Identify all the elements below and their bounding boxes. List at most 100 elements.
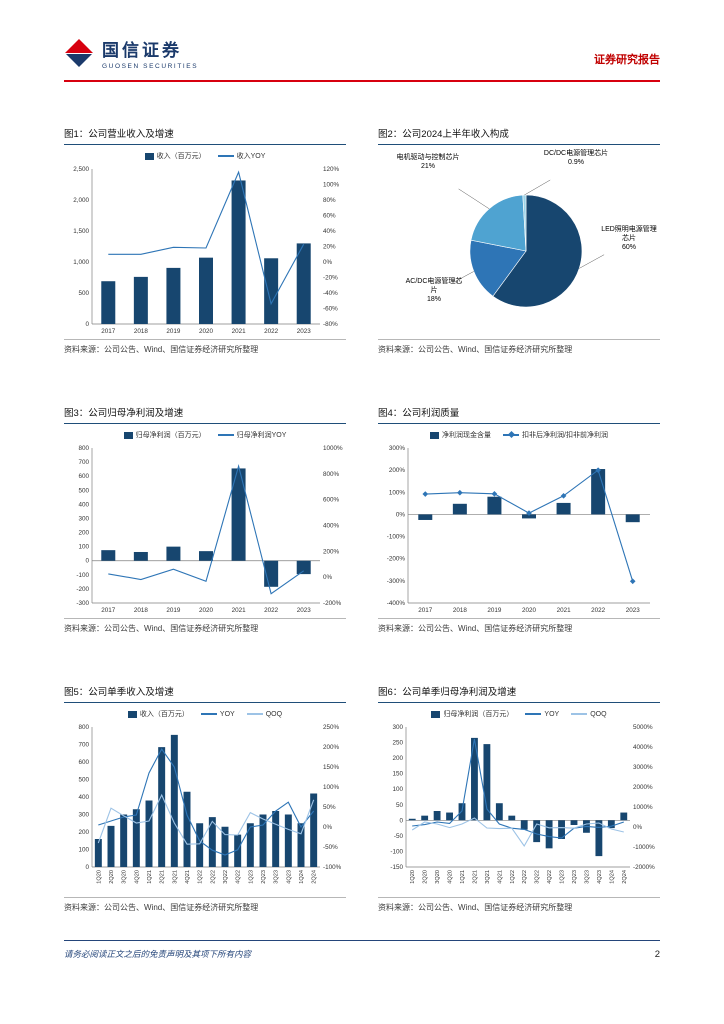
svg-text:500: 500 <box>78 290 89 297</box>
svg-text:1Q22: 1Q22 <box>198 870 204 884</box>
svg-text:1,500: 1,500 <box>73 228 89 235</box>
svg-text:0: 0 <box>85 558 89 565</box>
svg-text:400: 400 <box>78 501 89 508</box>
legend-label: YOY <box>544 710 560 718</box>
svg-text:150%: 150% <box>323 764 340 771</box>
svg-text:2Q23: 2Q23 <box>572 870 578 884</box>
net-profit-growth-chart: 归母净利润（百万元） 归母净利润YOY -300 -200 -100 0 100 200 300… <box>64 428 346 616</box>
figure-source: 资料来源：公司公告、Wind、国信证券经济研究所整理 <box>64 618 346 634</box>
svg-text:3Q20: 3Q20 <box>122 870 128 884</box>
profit-quality-chart: 净利润现金含量 扣非后净利润/扣非前净利润 -400% -300% -200% -100%… <box>378 428 660 616</box>
svg-text:3Q22: 3Q22 <box>535 870 541 884</box>
svg-text:0%: 0% <box>323 824 333 831</box>
svg-text:700: 700 <box>78 459 89 466</box>
svg-text:0%: 0% <box>323 259 333 266</box>
legend-item: 收入（百万元） <box>127 709 189 719</box>
svg-text:-300: -300 <box>76 600 89 607</box>
svg-text:40%: 40% <box>323 228 336 235</box>
svg-text:2,500: 2,500 <box>73 166 89 173</box>
svg-text:2020: 2020 <box>522 607 537 614</box>
brand-name-en: GUOSEN SECURITIES <box>102 63 199 70</box>
svg-text:3Q20: 3Q20 <box>435 870 441 884</box>
svg-text:4Q20: 4Q20 <box>448 870 454 884</box>
svg-text:120%: 120% <box>323 166 340 173</box>
bar-swatch-icon <box>123 431 133 439</box>
svg-text:-40%: -40% <box>323 290 338 297</box>
svg-text:-100: -100 <box>390 848 403 855</box>
svg-text:2022: 2022 <box>264 328 279 335</box>
figure-source: 资料来源：公司公告、Wind、国信证券经济研究所整理 <box>64 897 346 913</box>
svg-text:1Q24: 1Q24 <box>609 870 615 884</box>
svg-text:2022: 2022 <box>264 607 279 614</box>
svg-text:600%: 600% <box>323 497 340 504</box>
chart-canvas <box>453 179 605 308</box>
svg-text:2019: 2019 <box>166 328 181 335</box>
leader-line <box>524 179 551 196</box>
legend-item: 净利润现金含量 <box>430 430 491 440</box>
chart-canvas: -150 -100 -50 0 50 100 150 200 250 300 -2000% -1000… <box>390 724 655 884</box>
svg-text:2018: 2018 <box>134 328 149 335</box>
svg-text:2Q24: 2Q24 <box>312 870 318 884</box>
footer-row: 请务必阅读正文之后的免责声明及其项下所有内容 2 <box>64 948 660 960</box>
svg-text:2000%: 2000% <box>633 784 653 791</box>
svg-text:-50: -50 <box>394 833 404 840</box>
svg-text:2017: 2017 <box>418 607 433 614</box>
svg-text:2020: 2020 <box>199 328 214 335</box>
svg-text:2,000: 2,000 <box>73 197 89 204</box>
chart-legend: 归母净利润（百万元） 归母净利润YOY <box>64 428 346 442</box>
svg-text:-60%: -60% <box>323 306 338 313</box>
svg-text:1Q21: 1Q21 <box>460 870 466 884</box>
line-swatch-icon <box>246 713 263 715</box>
svg-text:2021: 2021 <box>557 607 572 614</box>
svg-text:2Q23: 2Q23 <box>261 870 267 884</box>
svg-text:1Q23: 1Q23 <box>560 870 566 884</box>
svg-text:3Q23: 3Q23 <box>274 870 280 884</box>
line-swatch-icon <box>200 713 217 715</box>
svg-text:-50%: -50% <box>323 844 338 851</box>
legend-label: 收入（百万元） <box>156 153 206 160</box>
pie-slice <box>469 239 527 297</box>
bar-swatch-icon <box>144 152 154 160</box>
svg-text:2Q21: 2Q21 <box>472 870 478 884</box>
legend-item: QOQ <box>571 711 607 718</box>
line-swatch-icon <box>217 434 234 436</box>
svg-text:1Q23: 1Q23 <box>248 870 254 884</box>
figure-title: 图2：公司2024上半年收入构成 <box>378 126 660 145</box>
svg-text:-150: -150 <box>390 864 403 871</box>
svg-text:2017: 2017 <box>101 328 116 335</box>
svg-text:500: 500 <box>78 777 89 784</box>
svg-text:2023: 2023 <box>297 607 312 614</box>
legend-label: YOY <box>219 710 235 718</box>
line-swatch-icon <box>525 713 542 715</box>
legend-item: 归母净利润（百万元） <box>431 709 513 719</box>
svg-text:4Q22: 4Q22 <box>236 870 242 884</box>
svg-text:0: 0 <box>85 321 89 328</box>
svg-text:2Q21: 2Q21 <box>160 870 166 884</box>
svg-text:0: 0 <box>85 864 89 871</box>
svg-text:0%: 0% <box>633 824 643 831</box>
svg-text:250%: 250% <box>323 724 340 731</box>
page-number: 2 <box>654 949 660 960</box>
svg-text:2021: 2021 <box>232 607 247 614</box>
svg-text:4Q23: 4Q23 <box>597 870 603 884</box>
svg-text:4Q23: 4Q23 <box>286 870 292 884</box>
svg-text:5000%: 5000% <box>633 724 653 731</box>
svg-text:20%: 20% <box>323 244 336 251</box>
svg-text:1,000: 1,000 <box>73 259 89 266</box>
legend-label: 归母净利润YOY <box>236 432 287 439</box>
leader-line <box>458 188 490 210</box>
svg-text:100%: 100% <box>389 489 406 496</box>
svg-text:-20%: -20% <box>323 275 338 282</box>
svg-text:2Q22: 2Q22 <box>522 870 528 884</box>
chart-legend: 收入（百万元） YOY QOQ <box>64 707 346 721</box>
page-header: 国信证券 GUOSEN SECURITIES 证券研究报告 <box>64 36 660 70</box>
svg-text:3Q22: 3Q22 <box>223 870 229 884</box>
legend-label: 收入YOY <box>236 153 266 160</box>
svg-text:-400%: -400% <box>387 600 406 607</box>
svg-text:0%: 0% <box>323 574 333 581</box>
svg-text:300: 300 <box>78 812 89 819</box>
figure-operating-revenue: 图1：公司营业收入及增速 收入（百万元） 收入YOY 0 500 1,000 1,500 2… <box>64 126 346 355</box>
figure-revenue-composition: 图2：公司2024上半年收入构成 LED照明电源管理芯片 60% AC/DC电源管理… <box>378 126 660 355</box>
svg-text:3Q21: 3Q21 <box>485 870 491 884</box>
